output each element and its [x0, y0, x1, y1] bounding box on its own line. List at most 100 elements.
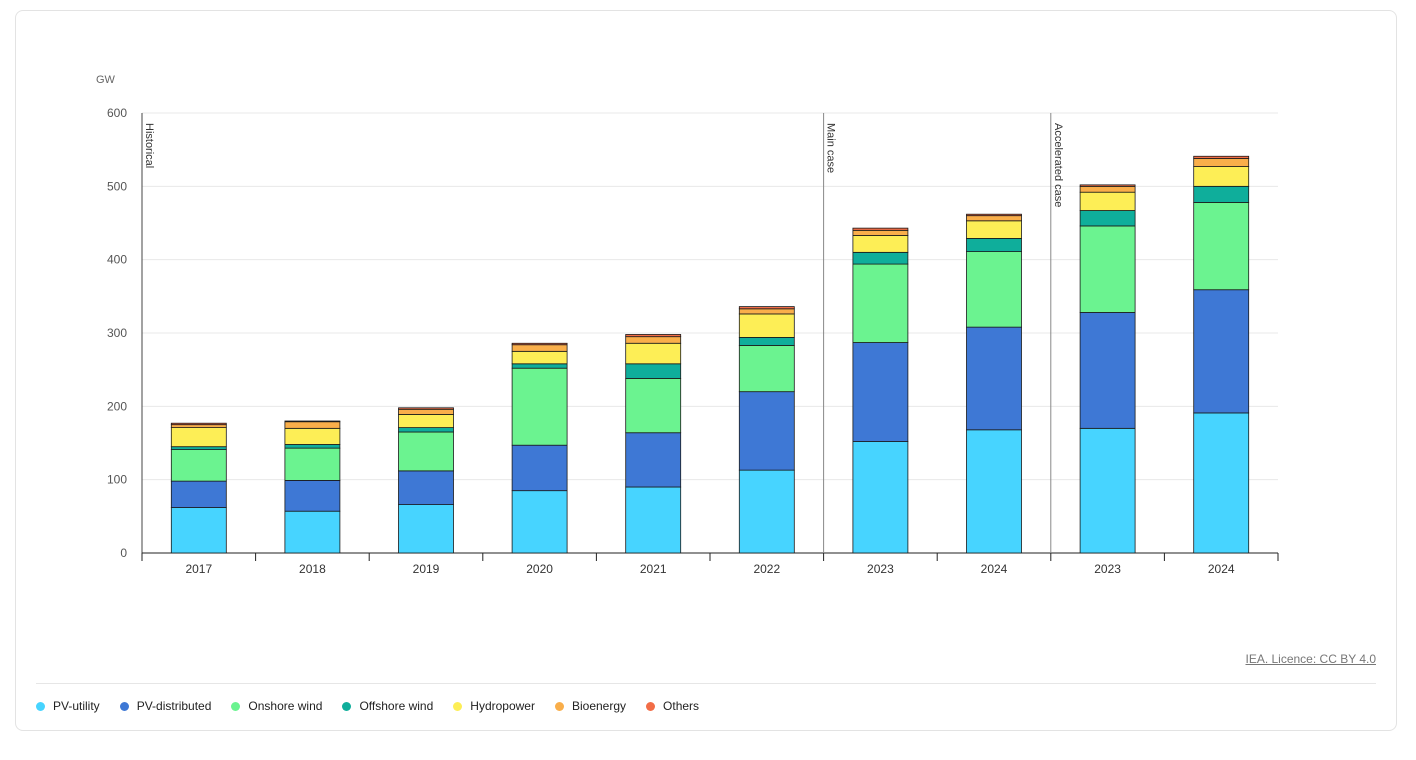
bar-segment[interactable]: [511, 490, 568, 554]
legend-swatch: [646, 701, 656, 711]
legend-label: Bioenergy: [571, 699, 627, 713]
bar-segment[interactable]: [1193, 185, 1250, 203]
bar-segment[interactable]: [1079, 427, 1136, 554]
bar-segment[interactable]: [398, 413, 454, 428]
bar-segment[interactable]: [511, 342, 568, 346]
bar-segment[interactable]: [852, 441, 909, 554]
bar-segment[interactable]: [284, 479, 341, 512]
bar-segment[interactable]: [852, 251, 909, 265]
legend-label: PV-distributed: [136, 699, 212, 713]
legend-item[interactable]: Onshore wind: [231, 699, 322, 713]
bar-segment[interactable]: [1193, 166, 1250, 187]
legend-swatch: [119, 701, 129, 711]
bar-segment[interactable]: [398, 407, 454, 410]
bar-segment[interactable]: [966, 213, 1022, 217]
legend-label: Hydropower: [470, 699, 535, 713]
bar-segment[interactable]: [966, 220, 1022, 239]
bar-segment[interactable]: [852, 229, 909, 236]
bar-segment[interactable]: [852, 235, 909, 253]
bar-segment[interactable]: [1079, 210, 1136, 227]
bar-segment[interactable]: [284, 420, 341, 423]
bar-segment[interactable]: [625, 334, 682, 338]
bar-segment[interactable]: [852, 227, 909, 231]
bar-segment[interactable]: [398, 427, 454, 433]
legend-item[interactable]: Hydropower: [453, 699, 535, 713]
bar-segment[interactable]: [170, 427, 227, 448]
bar-segment[interactable]: [284, 510, 341, 554]
bar-segment[interactable]: [1079, 225, 1136, 313]
bar-segment[interactable]: [511, 350, 568, 365]
legend-item[interactable]: Bioenergy: [554, 699, 627, 713]
bar-segment[interactable]: [511, 344, 568, 352]
legend-label: Others: [663, 699, 700, 713]
bar-segment[interactable]: [398, 504, 454, 554]
legend: PV-utility PV-distributed Onshore wind Offs…: [36, 699, 719, 713]
x-tick-label: 2023: [867, 562, 894, 576]
bar-segment[interactable]: [511, 444, 568, 492]
x-tick-label: 2020: [526, 562, 553, 576]
bar-segment[interactable]: [625, 363, 682, 379]
bar-segment[interactable]: [170, 446, 227, 450]
bar-segment[interactable]: [625, 378, 682, 434]
bar-segment[interactable]: [398, 431, 454, 472]
bar-segment[interactable]: [625, 486, 682, 554]
bar-segment[interactable]: [738, 313, 795, 338]
bar-segment[interactable]: [738, 306, 795, 310]
bar-segment[interactable]: [738, 336, 795, 346]
bar-segment[interactable]: [625, 342, 682, 365]
x-tick-label: 2022: [753, 562, 780, 576]
bar-segment[interactable]: [170, 449, 227, 482]
bar-segment[interactable]: [1193, 155, 1250, 159]
x-tick-label: 2023: [1094, 562, 1121, 576]
bar-segment[interactable]: [170, 424, 227, 428]
bar-segment[interactable]: [966, 429, 1022, 554]
bar-segment[interactable]: [966, 215, 1022, 222]
bar-segment[interactable]: [1193, 412, 1250, 554]
bar-segment[interactable]: [1193, 202, 1250, 291]
y-tick-label: 100: [107, 473, 127, 487]
y-tick-label: 400: [107, 253, 127, 267]
legend-item[interactable]: Offshore wind: [342, 699, 433, 713]
bar-segment[interactable]: [284, 427, 341, 445]
y-tick-label: 300: [107, 326, 127, 340]
bar-segment[interactable]: [1079, 185, 1136, 193]
legend-item[interactable]: PV-utility: [36, 699, 100, 713]
bar-segment[interactable]: [852, 263, 909, 343]
bar-segment[interactable]: [738, 469, 795, 554]
y-tick-label: 600: [107, 106, 127, 120]
legend-item[interactable]: Others: [646, 699, 699, 713]
bar-segment[interactable]: [284, 421, 341, 429]
licence-link[interactable]: IEA. Licence: CC BY 4.0: [1245, 652, 1376, 666]
legend-swatch: [231, 701, 241, 711]
bar-segment[interactable]: [1193, 289, 1250, 414]
bar-segment[interactable]: [1079, 312, 1136, 429]
bar-segment[interactable]: [170, 422, 227, 426]
bar-segment[interactable]: [625, 432, 682, 488]
bar-segment[interactable]: [966, 251, 1022, 328]
bar-segment[interactable]: [511, 367, 568, 446]
bar-segment[interactable]: [284, 447, 341, 481]
bar-segment[interactable]: [738, 308, 795, 315]
legend-divider: [36, 683, 1376, 684]
bar-segment[interactable]: [625, 336, 682, 344]
bar-segment[interactable]: [511, 363, 568, 369]
section-label: Historical: [143, 123, 155, 168]
bar-segment[interactable]: [1079, 191, 1136, 211]
bar-segment[interactable]: [1193, 158, 1250, 167]
bar-segment[interactable]: [966, 237, 1022, 252]
bar-segment[interactable]: [170, 480, 227, 508]
legend-item[interactable]: PV-distributed: [119, 699, 212, 713]
bar-segment[interactable]: [738, 345, 795, 393]
bar-segment[interactable]: [398, 470, 454, 506]
bar-segment[interactable]: [852, 342, 909, 442]
bar-segment[interactable]: [738, 391, 795, 471]
section-label: Main case: [825, 123, 837, 173]
legend-label: Offshore wind: [359, 699, 434, 713]
bar-segment[interactable]: [284, 444, 341, 449]
bar-segment[interactable]: [170, 507, 227, 554]
bar-segment[interactable]: [966, 326, 1022, 431]
bar-segment[interactable]: [398, 408, 454, 415]
bar-segment[interactable]: [1079, 184, 1136, 187]
x-tick-label: 2018: [299, 562, 326, 576]
x-tick-label: 2021: [640, 562, 667, 576]
